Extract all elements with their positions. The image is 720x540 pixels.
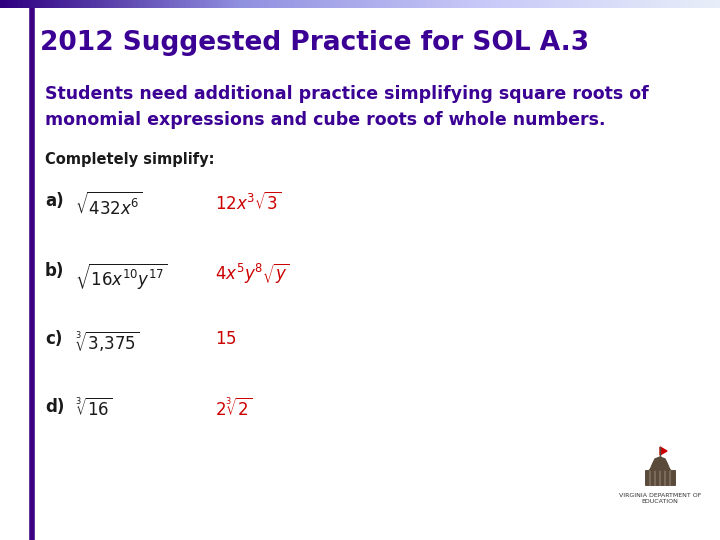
Text: b): b): [45, 262, 64, 280]
Text: 2012 Suggested Practice for SOL A.3: 2012 Suggested Practice for SOL A.3: [40, 30, 589, 56]
Text: $\sqrt[3]{3{,}375}$: $\sqrt[3]{3{,}375}$: [75, 330, 140, 354]
Text: $15$: $15$: [215, 330, 237, 348]
Polygon shape: [660, 447, 667, 455]
Polygon shape: [650, 457, 670, 470]
Text: Students need additional practice simplifying square roots of: Students need additional practice simpli…: [45, 85, 649, 103]
Polygon shape: [645, 470, 675, 485]
Text: monomial expressions and cube roots of whole numbers.: monomial expressions and cube roots of w…: [45, 111, 606, 129]
Text: $4x^5y^8\sqrt{y}$: $4x^5y^8\sqrt{y}$: [215, 262, 289, 286]
Text: $\sqrt{432x^6}$: $\sqrt{432x^6}$: [75, 192, 143, 219]
Text: a): a): [45, 192, 63, 210]
Text: $12x^3\sqrt{3}$: $12x^3\sqrt{3}$: [215, 192, 281, 214]
Text: VIRGINIA DEPARTMENT OF
EDUCATION: VIRGINIA DEPARTMENT OF EDUCATION: [618, 493, 701, 504]
Text: $\sqrt{16x^{10}y^{17}}$: $\sqrt{16x^{10}y^{17}}$: [75, 262, 168, 292]
Text: d): d): [45, 398, 64, 416]
Text: $\sqrt[3]{16}$: $\sqrt[3]{16}$: [75, 398, 112, 420]
Text: Completely simplify:: Completely simplify:: [45, 152, 215, 167]
Text: c): c): [45, 330, 63, 348]
Text: $2\sqrt[3]{2}$: $2\sqrt[3]{2}$: [215, 398, 252, 420]
